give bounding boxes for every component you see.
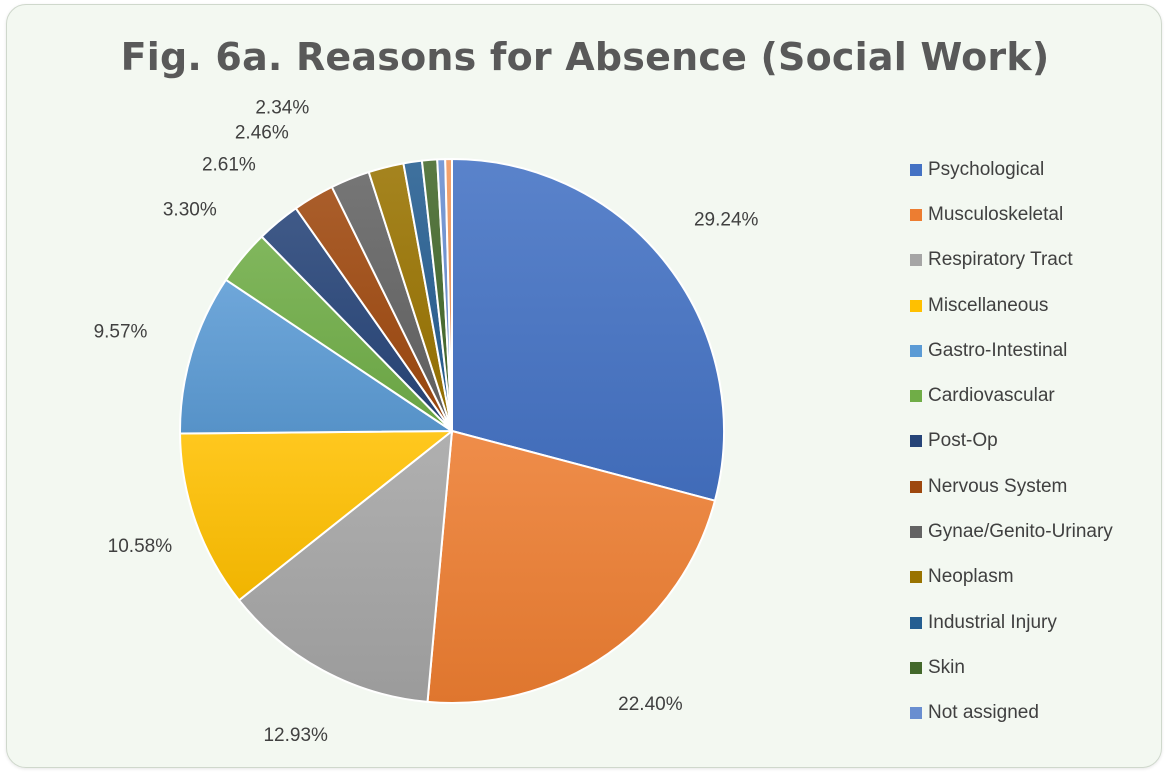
- data-label-musculoskeletal: 22.40%: [618, 694, 683, 715]
- legend-item-miscellaneous: Miscellaneous: [910, 283, 1113, 328]
- legend-item-skin: Skin: [910, 645, 1113, 690]
- legend-label: Musculoskeletal: [928, 203, 1064, 225]
- data-label-respiratory-tract: 12.93%: [263, 725, 328, 746]
- pie-slice-musculoskeletal: [426, 430, 716, 704]
- legend-item-industrial-injury: Industrial Injury: [910, 600, 1113, 645]
- legend-swatch: [910, 571, 922, 584]
- data-label-psychological: 29.24%: [694, 210, 759, 231]
- legend-swatch: [910, 208, 922, 221]
- legend-item-gynae-genito-urinary: Gynae/Genito-Urinary: [910, 509, 1113, 554]
- legend-item-not-assigned: Not assigned: [910, 691, 1113, 736]
- data-label-miscellaneous: 10.58%: [108, 536, 173, 557]
- legend-swatch: [910, 344, 922, 357]
- legend-item-respiratory-tract: Respiratory Tract: [910, 238, 1113, 283]
- pie-slices: [179, 158, 725, 704]
- legend-item-psychological: Psychological: [910, 147, 1113, 192]
- legend-swatch: [910, 526, 922, 539]
- legend-swatch: [910, 616, 922, 629]
- legend-swatch: [910, 163, 922, 176]
- legend-item-neoplasm: Neoplasm: [910, 555, 1113, 600]
- data-label-gynae-genito-urinary: 2.34%: [255, 98, 309, 119]
- legend-item-gastro-intestinal: Gastro-Intestinal: [910, 328, 1113, 373]
- data-label-cardiovascular: 3.30%: [163, 200, 217, 221]
- pie-slice-gastro-intestinal: [179, 278, 453, 435]
- legend-swatch: [910, 707, 922, 720]
- legend-label: Nervous System: [928, 475, 1068, 497]
- legend-swatch: [910, 254, 922, 267]
- legend-swatch: [910, 390, 922, 403]
- legend-label: Psychological: [928, 158, 1045, 180]
- chart-title: Fig. 6a. Reasons for Absence (Social Wor…: [120, 35, 1050, 79]
- legend-label: Post-Op: [928, 430, 998, 452]
- legend: Psychological Musculoskeletal Respiratory …: [910, 147, 1113, 736]
- legend-swatch: [910, 480, 922, 493]
- pie-slice-unlabeled: [444, 158, 453, 432]
- pie-slice-psychological: [451, 158, 725, 502]
- legend-item-musculoskeletal: Musculoskeletal: [910, 192, 1113, 237]
- legend-item-nervous-system: Nervous System: [910, 464, 1113, 509]
- legend-swatch: [910, 299, 922, 312]
- legend-label: Respiratory Tract: [928, 249, 1073, 271]
- data-label-nervous-system: 2.46%: [235, 123, 289, 144]
- data-label-gastro-intestinal: 9.57%: [94, 322, 148, 343]
- legend-label: Gastro-Intestinal: [928, 339, 1068, 361]
- legend-item-post-op: Post-Op: [910, 419, 1113, 464]
- legend-label: Industrial Injury: [928, 611, 1057, 633]
- pie-slice-miscellaneous: [179, 430, 453, 602]
- legend-swatch: [910, 435, 922, 448]
- legend-swatch: [910, 661, 922, 674]
- legend-label: Not assigned: [928, 702, 1039, 724]
- pie-slice-respiratory-tract: [238, 430, 453, 703]
- legend-label: Cardiovascular: [928, 385, 1055, 407]
- legend-item-cardiovascular: Cardiovascular: [910, 373, 1113, 418]
- legend-label: Neoplasm: [928, 566, 1014, 588]
- legend-label: Miscellaneous: [928, 294, 1049, 316]
- legend-label: Gynae/Genito-Urinary: [928, 521, 1113, 543]
- pie-data-labels: 29.24% 22.40% 12.93% 10.58% 9.57% 3.30% 2.61% 2…: [94, 98, 759, 746]
- data-label-post-op: 2.61%: [202, 154, 256, 175]
- legend-label: Skin: [928, 656, 965, 678]
